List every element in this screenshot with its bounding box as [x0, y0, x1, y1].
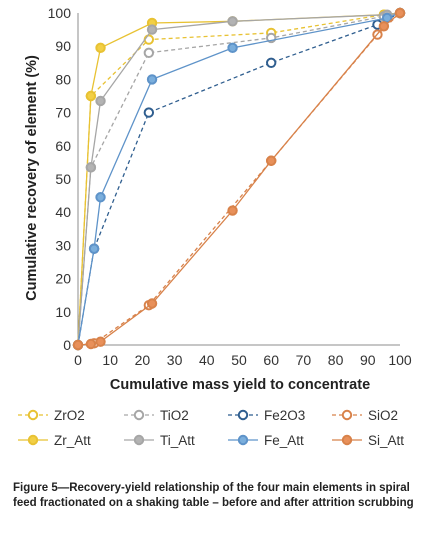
legend-label: TiO2: [160, 408, 189, 423]
x-tick-label: 0: [74, 352, 82, 368]
data-point: [143, 34, 155, 45]
legend-marker: [237, 434, 249, 446]
series-line-zro2: [77, 12, 401, 346]
legend-label: Si_Att: [368, 433, 404, 448]
legend-marker: [237, 409, 249, 421]
data-point: [394, 7, 406, 19]
data-point: [72, 339, 84, 351]
x-tick-label: 60: [263, 352, 279, 368]
legend-marker: [27, 409, 39, 421]
legend-item-zr-att: Zr_Att: [18, 433, 91, 448]
series-fe2o3: [72, 7, 406, 351]
data-point: [146, 298, 158, 309]
data-point: [143, 47, 155, 59]
data-point: [143, 107, 155, 118]
legend-label: SiO2: [368, 408, 398, 423]
y-tick-label: 60: [55, 138, 71, 154]
legend-item-si-att: Si_Att: [332, 433, 404, 448]
axes: [77, 13, 400, 346]
legend-marker: [27, 434, 39, 446]
y-tick-label: 0: [63, 337, 71, 353]
series-line-fe-att: [77, 12, 401, 346]
data-point: [227, 16, 238, 27]
series-sio2: [72, 7, 406, 351]
data-point: [95, 42, 106, 54]
data-point: [378, 21, 390, 32]
legend-marker: [341, 409, 353, 421]
data-point: [227, 205, 238, 216]
y-tick-label: 30: [55, 237, 71, 253]
data-point: [381, 12, 393, 24]
y-tick-label: 70: [55, 105, 71, 121]
y-tick-label: 40: [55, 204, 71, 220]
data-point: [95, 192, 106, 203]
series-zro2: [72, 7, 406, 351]
series-line-ti-att: [77, 12, 401, 346]
x-tick-label: 10: [102, 352, 118, 368]
legend-label: Ti_Att: [160, 433, 195, 448]
data-point: [146, 74, 158, 85]
series-zr-att: [72, 7, 406, 351]
y-tick-label: 10: [55, 304, 71, 320]
legend-item-sio2: SiO2: [332, 408, 398, 423]
series-line-zr-att: [77, 12, 401, 346]
data-point: [85, 90, 97, 102]
y-tick-label: 100: [48, 5, 72, 21]
legend-marker: [133, 409, 145, 421]
legend-label: ZrO2: [54, 408, 85, 423]
legend-marker: [341, 434, 353, 446]
series-line-fe2o3: [77, 12, 401, 346]
series-line-si-att: [77, 12, 401, 346]
data-point: [146, 24, 158, 35]
legend-item-fe2o3: Fe2O3: [228, 408, 305, 423]
x-tick-label: 30: [167, 352, 183, 368]
x-tick-label: 20: [135, 352, 151, 368]
x-tick-label: 80: [328, 352, 344, 368]
legend: ZrO2 TiO2 Fe2O3 SiO2 Zr_Att Ti_Att Fe_Att Si_At…: [18, 408, 404, 448]
data-point: [266, 57, 277, 68]
y-axis-title: Cumulative recovery of element (%): [24, 55, 40, 301]
legend-marker: [133, 434, 145, 446]
x-tick-label: 40: [199, 352, 215, 368]
series-layer: [72, 7, 406, 351]
legend-item-zro2: ZrO2: [18, 408, 85, 423]
data-point: [95, 95, 106, 107]
series-si-att: [72, 7, 406, 351]
data-point: [85, 338, 97, 350]
series-tio2: [72, 7, 406, 351]
series-fe-att: [72, 7, 406, 351]
y-tick-label: 50: [55, 171, 71, 187]
figure-caption: Figure 5—Recovery-yield relationship of …: [13, 482, 414, 509]
data-point: [88, 243, 100, 254]
data-point: [85, 162, 97, 173]
x-tick-label: 90: [360, 352, 376, 368]
x-axis-title: Cumulative mass yield to concentrate: [110, 377, 370, 393]
y-tick-label: 20: [55, 271, 71, 287]
y-tick-label: 90: [55, 38, 71, 54]
x-tick-label: 50: [231, 352, 247, 368]
y-tick-label: 80: [55, 71, 71, 87]
legend-label: Zr_Att: [54, 433, 91, 448]
legend-item-tio2: TiO2: [124, 408, 189, 423]
legend-label: Fe2O3: [264, 408, 305, 423]
tick-labels: 0 10 20 30 40 50 60 70 80 90 100 0 10 20 30 40 50 60 70 80 9…: [48, 5, 412, 368]
series-line-tio2: [77, 12, 401, 346]
legend-item-fe-att: Fe_Att: [228, 433, 304, 448]
series-ti-att: [72, 7, 406, 351]
legend-label: Fe_Att: [264, 433, 304, 448]
legend-item-ti-att: Ti_Att: [124, 433, 195, 448]
data-point: [227, 42, 238, 54]
series-line-sio2: [77, 12, 401, 346]
recovery-yield-chart: 0 10 20 30 40 50 60 70 80 90 100 0 10 20 30 40 50 60 70 80 9…: [18, 5, 412, 448]
data-point: [266, 155, 277, 166]
data-point: [95, 336, 106, 347]
x-tick-label: 70: [296, 352, 312, 368]
x-tick-label: 100: [388, 352, 412, 368]
